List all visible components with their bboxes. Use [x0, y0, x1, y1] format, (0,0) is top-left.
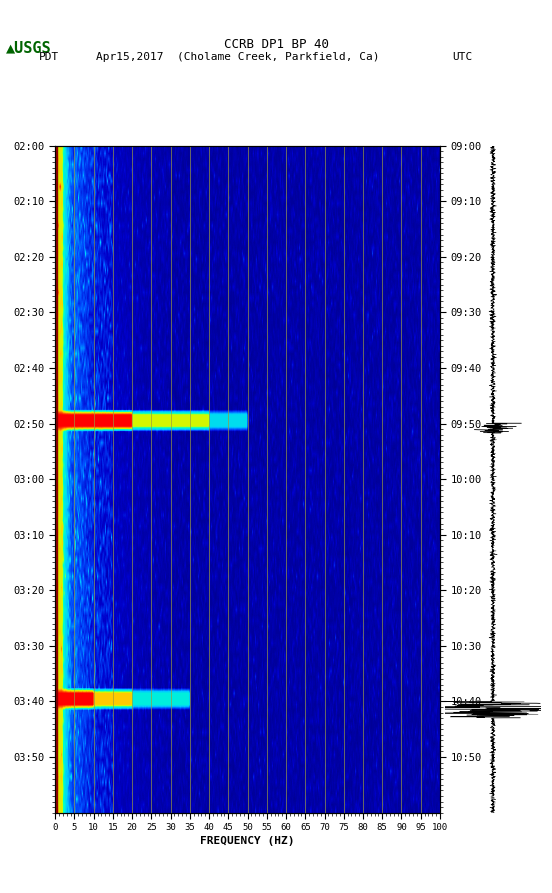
Text: ▲USGS: ▲USGS	[6, 40, 51, 55]
Text: CCRB DP1 BP 40: CCRB DP1 BP 40	[224, 38, 328, 51]
X-axis label: FREQUENCY (HZ): FREQUENCY (HZ)	[200, 836, 295, 847]
Text: UTC: UTC	[453, 52, 473, 62]
Bar	[55, 146, 57, 813]
Text: PDT: PDT	[39, 52, 59, 62]
Text: Apr15,2017  (Cholame Creek, Parkfield, Ca): Apr15,2017 (Cholame Creek, Parkfield, Ca…	[95, 52, 379, 62]
